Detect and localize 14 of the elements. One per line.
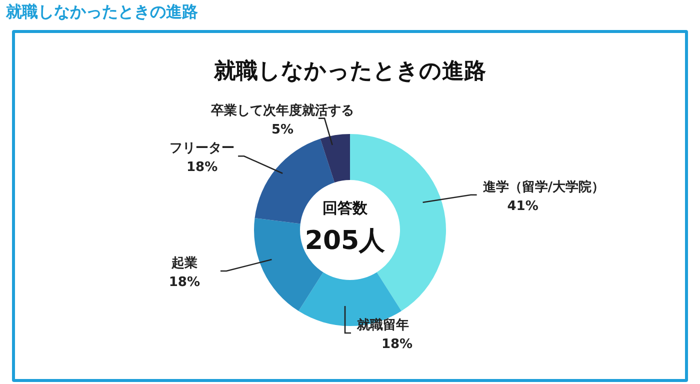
- data-label: 5%: [271, 122, 294, 138]
- data-label: 18%: [381, 337, 413, 352]
- donut-slice: [320, 134, 350, 182]
- text: 205人: [304, 226, 386, 256]
- slice-label: 卒業して次年度就活する: [210, 102, 354, 118]
- slice-label: 進学（留学/大学院）: [482, 178, 605, 195]
- data-label: 41%: [507, 198, 538, 214]
- chart-subtitle: 就職しなかったときの進路: [212, 58, 487, 86]
- data-label: 18%: [168, 274, 200, 290]
- chart-title: 就職しなかったときの進路: [6, 2, 198, 23]
- slice-label: フリーター: [170, 141, 235, 156]
- data-label: 18%: [186, 160, 218, 176]
- text: 回答数: [322, 199, 368, 217]
- slice-label: 起業: [170, 256, 198, 271]
